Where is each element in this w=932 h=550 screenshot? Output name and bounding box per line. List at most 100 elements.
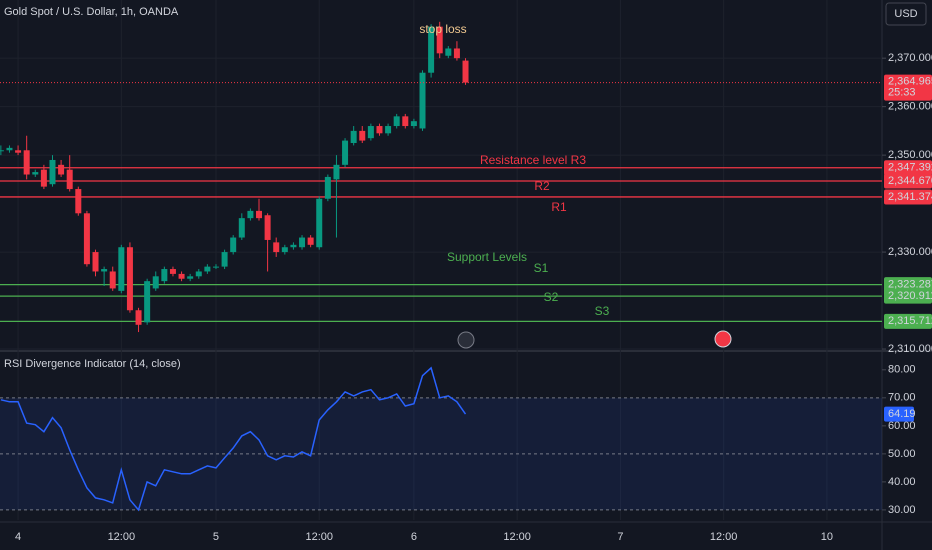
candle-body — [161, 269, 168, 282]
level-label: 2,341.374 — [888, 191, 932, 203]
candle-body — [40, 169, 47, 187]
level-label: 2,323.287 — [888, 279, 932, 291]
currency[interactable]: USD — [894, 8, 917, 20]
candle-body — [178, 273, 185, 279]
candle-body — [342, 140, 349, 165]
candle-body — [187, 276, 194, 279]
x-tick-label: 12:00 — [305, 531, 333, 543]
rsi-line — [0, 366, 467, 512]
candle-body — [273, 242, 280, 253]
event-icon[interactable] — [457, 331, 475, 349]
candle-body — [393, 116, 400, 127]
candle-body — [428, 26, 435, 73]
candle-body — [359, 130, 366, 141]
level-label: 2,344.670 — [888, 175, 932, 187]
candle-body — [212, 266, 219, 268]
candle-body — [281, 247, 288, 253]
x-tick-label: 12:00 — [710, 531, 738, 543]
candle-body — [66, 169, 73, 190]
candle-body — [23, 150, 30, 175]
annotation: stop loss — [419, 22, 466, 36]
annotation: S2 — [544, 290, 559, 304]
candle-body — [436, 26, 443, 54]
candle-body — [385, 126, 392, 134]
y-tick-label: 50.00 — [888, 448, 916, 460]
candle-body — [307, 237, 314, 245]
annotation: R1 — [551, 200, 567, 214]
annotation: S3 — [595, 304, 610, 318]
rsi-value-label: 64.19 — [888, 408, 916, 420]
candle-body — [299, 237, 306, 248]
y-tick-label: 2,370.000 — [888, 52, 932, 64]
x-tick-label: 12:00 — [108, 531, 136, 543]
y-tick-label: 2,330.000 — [888, 246, 932, 258]
y-tick-label: 2,350.000 — [888, 149, 932, 161]
chart-title: Gold Spot / U.S. Dollar, 1h, OANDA — [4, 6, 179, 18]
x-tick-label: 4 — [15, 531, 21, 543]
last-price-label: 2,364.965 — [888, 75, 932, 87]
rsi-title: RSI Divergence Indicator (14, close) — [4, 358, 181, 370]
level-label-box — [884, 189, 932, 205]
y-tick-label: 2,360.000 — [888, 101, 932, 113]
x-tick-label: 10 — [821, 531, 833, 543]
rsi-value-box — [884, 406, 914, 422]
y-tick-label: 30.00 — [888, 504, 916, 516]
candle-body — [462, 60, 469, 83]
candle-body — [230, 237, 237, 253]
y-tick-label: 60.00 — [888, 420, 916, 432]
level-label-box — [884, 160, 932, 176]
candle-body — [204, 266, 211, 272]
x-tick-label: 7 — [617, 531, 623, 543]
candle-body — [316, 198, 323, 248]
candle-body — [410, 121, 417, 127]
countdown: 25:33 — [888, 86, 916, 98]
y-tick-label: 70.00 — [888, 392, 916, 404]
candle-body — [144, 281, 151, 323]
level-label-box — [884, 313, 932, 329]
annotation: S1 — [534, 261, 549, 275]
candle-body — [376, 126, 383, 134]
candle-body — [324, 176, 331, 199]
candle-body — [118, 247, 125, 291]
level-label: 2,347.392 — [888, 162, 932, 174]
candle-body — [101, 269, 108, 272]
candle-body — [58, 164, 65, 175]
candle-body — [402, 116, 409, 127]
candle-body — [15, 150, 22, 153]
flag-icon[interactable] — [714, 330, 732, 348]
y-tick-label: 80.00 — [888, 364, 916, 376]
candle-body — [32, 172, 39, 175]
currency-button[interactable] — [885, 2, 927, 26]
candle-body — [92, 252, 99, 272]
candle-body — [256, 210, 263, 219]
candle-body — [221, 252, 228, 267]
annotation: Resistance level R3 — [480, 153, 586, 167]
candle-body — [169, 269, 176, 274]
candle-body — [264, 215, 271, 240]
candle-body — [367, 126, 374, 139]
level-label-box — [884, 288, 932, 304]
candle-body — [290, 244, 297, 248]
y-tick-label: 40.00 — [888, 476, 916, 488]
annotation: Support Levels — [447, 250, 527, 264]
last-price-box — [884, 74, 932, 101]
candle-body — [333, 164, 340, 180]
candle-body — [6, 147, 13, 151]
candle-body — [247, 210, 254, 219]
level-label: 2,315.712 — [888, 315, 932, 327]
candle-body — [83, 213, 90, 265]
candle-body — [126, 247, 133, 311]
candle-body — [419, 72, 426, 129]
candle-body — [109, 271, 116, 289]
candle-body — [49, 159, 56, 185]
level-label-box — [884, 173, 932, 189]
candle-body — [135, 310, 142, 325]
candle-body — [453, 48, 460, 59]
level-label-box — [884, 277, 932, 293]
candle-body — [195, 271, 202, 277]
x-tick-label: 12:00 — [503, 531, 531, 543]
level-label: 2,320.911 — [888, 290, 932, 302]
candle-body — [238, 218, 245, 238]
